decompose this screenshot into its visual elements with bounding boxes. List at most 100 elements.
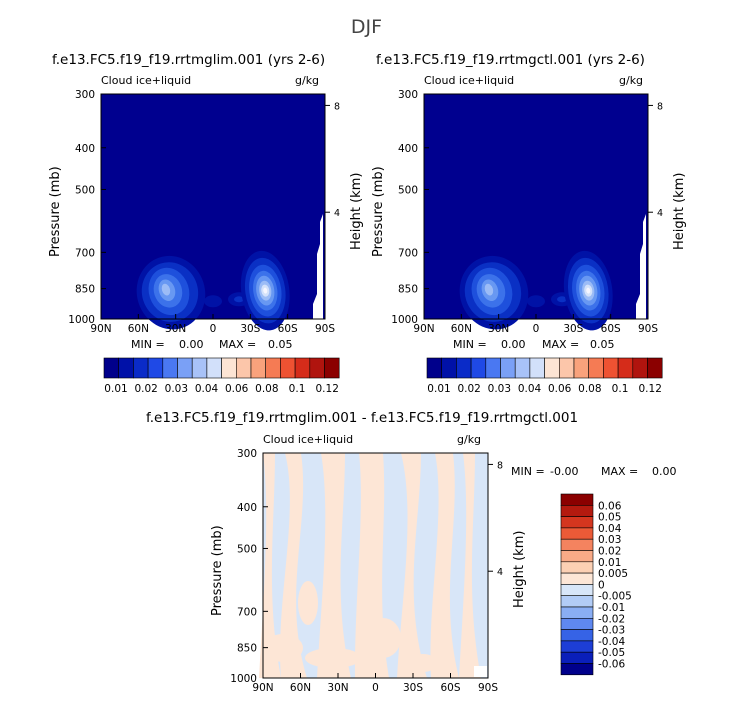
colorbar-label: 0.06 [598,500,622,512]
panel3-units: g/kg [457,433,482,446]
colorbar-swatch [560,550,594,563]
panel1-variable: Cloud ice+liquid [101,74,192,87]
panel1-colorbar: 0.01 0.02 0.03 0.04 0.06 0.08 0.1 0.12 [103,357,340,395]
panel3-min-value: -0.00 [550,465,579,478]
colorbar-swatch [603,357,619,379]
colorbar-swatch [103,357,119,379]
panel1-min-value: 0.00 [179,338,204,351]
colorbar-swatch [118,357,134,379]
colorbar-swatch [573,357,589,379]
pressure-tick-label: 850 [237,643,257,655]
terrain-mask [636,214,646,319]
height-tick-label: 4 [657,208,663,219]
colorbar-swatch [206,357,222,379]
lat-tick-label: 60S [440,682,460,694]
pressure-tick-label: 1000 [68,314,95,326]
diff-positive-region [397,453,427,678]
pressure-tick-label: 1000 [391,314,418,326]
lat-tick-label: 90N [413,323,434,335]
pressure-tick-label: 500 [75,184,95,196]
colorbar-label: -0.01 [598,602,625,614]
panel2-variable: Cloud ice+liquid [424,74,515,87]
colorbar-swatch [560,640,594,653]
colorbar-swatch [560,663,594,676]
colorbar-swatch [309,357,325,379]
terrain-mask [313,214,323,319]
colorbar-label: 0.03 [598,534,621,546]
diff-positive-region [305,648,361,668]
height-tick-label: 8 [334,101,340,112]
panel1-field [101,94,325,331]
pressure-tick-label: 850 [398,284,418,296]
height-tick-label: 8 [497,460,503,471]
colorbar-label: -0.02 [598,613,625,625]
colorbar-swatch [485,357,501,379]
colorbar-label: -0.03 [598,625,625,637]
colorbar-label: 0.12 [639,383,662,395]
colorbar-label: 0.02 [598,546,621,558]
colorbar-swatch [470,357,487,379]
lat-tick-label: 30S [240,323,260,335]
pressure-tick-label: 500 [398,184,418,196]
pressure-tick-label: 700 [237,606,257,618]
tropical-contour [204,295,222,308]
tropical-contour [557,296,567,303]
colorbar-label: 0.01 [104,383,127,395]
terrain-mask [474,666,487,677]
colorbar-swatch [265,357,281,379]
colorbar-swatch [560,493,594,506]
diff-positive-region [263,634,303,662]
colorbar-swatch [529,357,545,379]
tropical-contour [234,296,244,303]
colorbar-label: -0.05 [598,647,625,659]
colorbar-swatch [632,357,648,379]
pressure-tick-label: 300 [75,89,95,101]
colorbar-label: -0.06 [598,659,625,671]
colorbar-label: 0.06 [225,383,249,395]
pressure-tick-label: 700 [398,247,418,259]
panel3-field [259,453,488,678]
colorbar-label: 0.1 [289,383,306,395]
colorbar-label: 0.02 [134,383,157,395]
nh-contour-level [484,283,494,296]
colorbar-swatch [324,357,340,379]
panel3-title: f.e13.FC5.f19_f19.rrtmglim.001 - f.e13.F… [146,410,579,426]
height-tick-label: 4 [334,208,340,219]
lat-tick-label: 0 [533,323,540,335]
colorbar-label: -0.005 [598,591,632,603]
diff-positive-region [280,453,307,678]
colorbar-swatch [250,357,266,379]
height-tick-label: 4 [497,567,503,578]
colorbar-label: 0.03 [165,383,188,395]
panel1-min-label: MIN = [131,338,165,351]
panel2-min-label: MIN = [453,338,487,351]
panel3-colorbar: 0.060.050.040.030.020.010.0050-0.005-0.0… [560,493,632,676]
pressure-tick-label: 300 [237,448,257,460]
colorbar-label: 0.01 [427,383,450,395]
colorbar-swatch [162,357,178,379]
lat-tick-label: 90S [478,682,498,694]
pressure-tick-label: 850 [75,284,95,296]
colorbar-swatch [191,357,208,379]
colorbar-label: 0.04 [518,383,542,395]
lat-tick-label: 0 [210,323,217,335]
sh-contour-level [586,287,591,294]
colorbar-label: 0.1 [612,383,629,395]
pressure-tick-label: 400 [237,502,257,514]
lat-tick-label: 90S [638,323,658,335]
colorbar-swatch [280,357,296,379]
colorbar-swatch [221,357,237,379]
lat-tick-label: 30N [488,323,509,335]
lat-tick-label: 60S [601,323,621,335]
lat-tick-label: 90S [315,323,335,335]
colorbar-label: -0.04 [598,636,625,648]
diff-positive-region [459,453,481,678]
colorbar-label: 0.04 [195,383,219,395]
pressure-tick-label: 1000 [230,673,257,685]
colorbar-label: 0.04 [598,523,622,535]
panel2-colorbar: 0.01 0.02 0.03 0.04 0.06 0.08 0.1 0.12 [426,357,663,395]
